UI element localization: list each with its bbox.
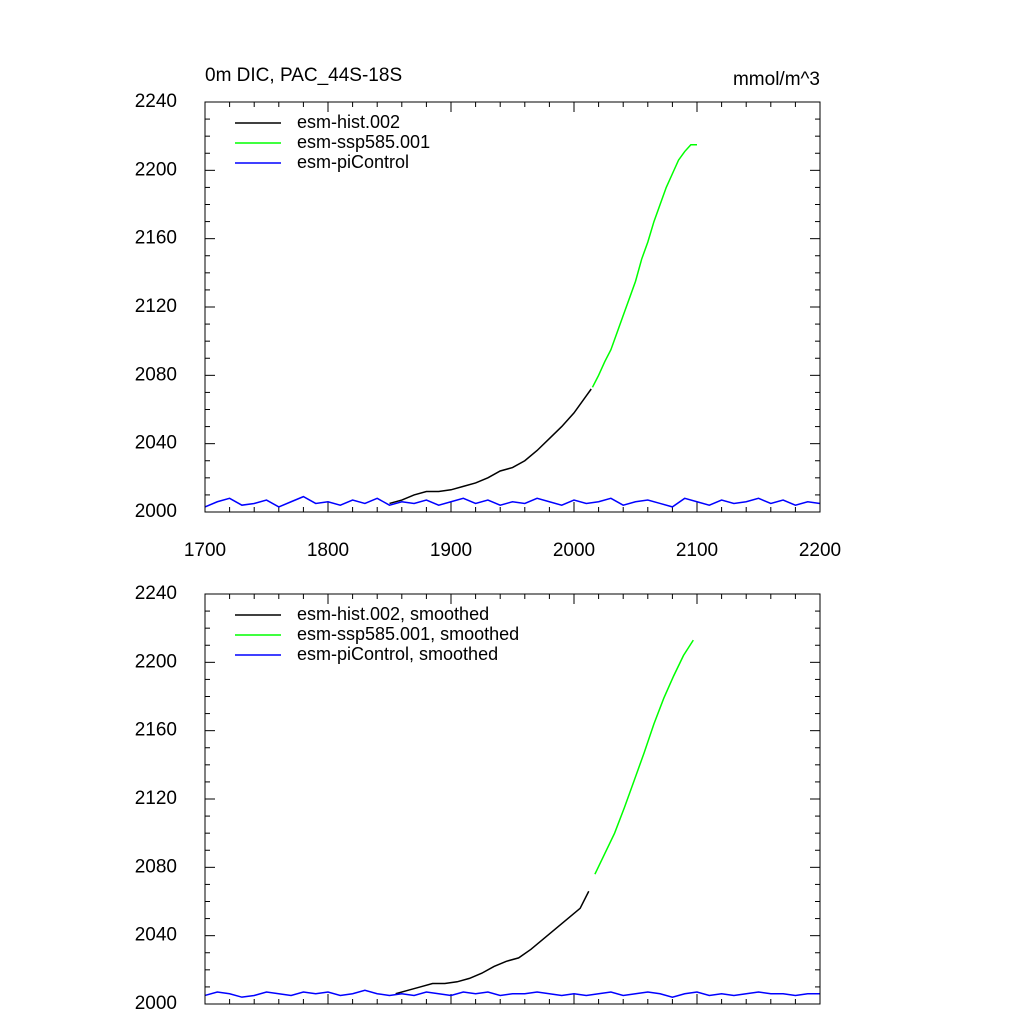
legend-label: esm-piControl xyxy=(297,152,409,172)
x-tick-label: 2200 xyxy=(799,540,841,561)
y-tick-label: 2000 xyxy=(135,993,177,1014)
y-tick-label: 2200 xyxy=(135,159,177,180)
y-tick-label: 2040 xyxy=(135,925,177,946)
y-tick-label: 2160 xyxy=(135,228,177,249)
x-tick-label: 1900 xyxy=(430,540,472,561)
y-tick-label: 2040 xyxy=(135,433,177,454)
series-line xyxy=(594,639,694,875)
y-tick-label: 2120 xyxy=(135,788,177,809)
series-line xyxy=(389,388,592,505)
y-tick-label: 2160 xyxy=(135,720,177,741)
series-line xyxy=(204,989,820,998)
x-tick-label: 1800 xyxy=(307,540,349,561)
x-tick-label: 1700 xyxy=(184,540,226,561)
legend-label: esm-hist.002 xyxy=(297,112,400,132)
y-tick-label: 2240 xyxy=(135,583,177,604)
y-tick-label: 2080 xyxy=(135,364,177,385)
y-tick-label: 2000 xyxy=(135,501,177,522)
legend-label: esm-ssp585.001 xyxy=(297,132,430,152)
x-tick-label: 2000 xyxy=(553,540,595,561)
y-tick-label: 2120 xyxy=(135,296,177,317)
series-line xyxy=(591,143,697,388)
y-tick-label: 2240 xyxy=(135,91,177,112)
series-line xyxy=(204,495,821,508)
legend-label: esm-ssp585.001, smoothed xyxy=(297,624,519,644)
legend-label: esm-piControl, smoothed xyxy=(297,644,498,664)
plot-frame xyxy=(204,101,821,513)
chart-title: 0m DIC, PAC_44S-18S xyxy=(205,65,402,86)
y-tick-label: 2080 xyxy=(135,856,177,877)
plot-frame xyxy=(204,593,821,1005)
series-line xyxy=(395,890,590,995)
x-tick-label: 2100 xyxy=(676,540,718,561)
units-label: mmol/m^3 xyxy=(733,69,820,90)
y-tick-label: 2200 xyxy=(135,651,177,672)
legend-label: esm-hist.002, smoothed xyxy=(297,604,489,624)
